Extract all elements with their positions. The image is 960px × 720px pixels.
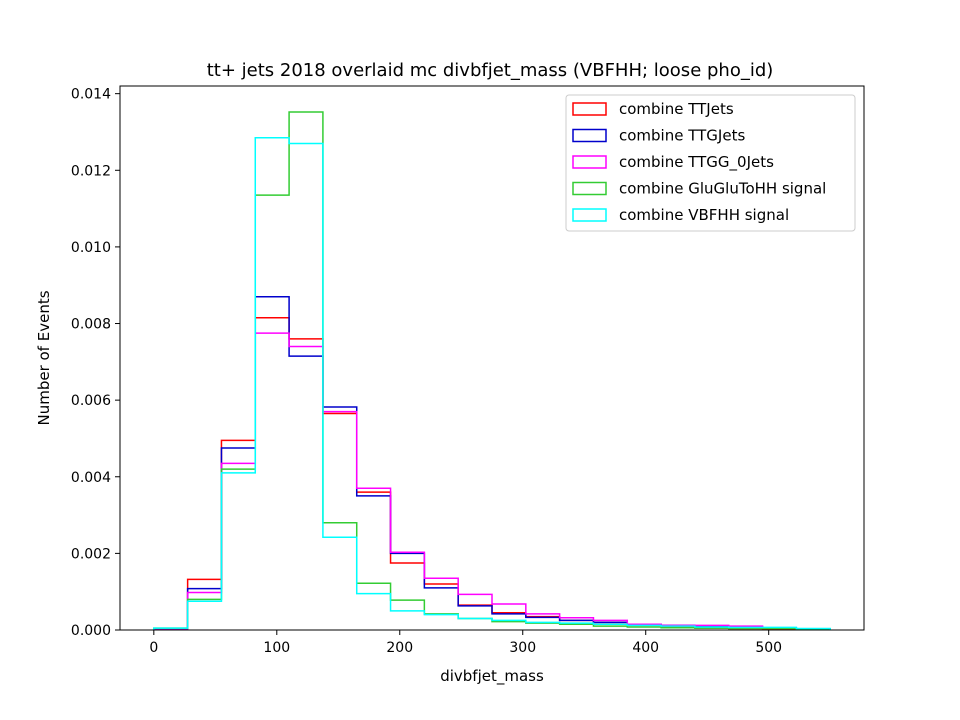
legend-box [565, 94, 856, 232]
y-tick-label-3: 0.006 [71, 393, 111, 409]
x-tick-label-5: 500 [755, 640, 782, 656]
y-tick-label-0: 0.000 [71, 623, 111, 639]
y-axis: 0.000 0.002 0.004 0.006 0.008 0.010 0.012 0.014 [71, 87, 120, 639]
legend-label-4: combine VBFHH signal [619, 206, 789, 224]
y-tick-label-4: 0.008 [71, 317, 111, 333]
y-tick-label-2: 0.004 [71, 470, 111, 486]
legend-swatch-2 [572, 155, 607, 169]
x-tick-label-1: 100 [263, 640, 290, 656]
legend-label-0: combine TTJets [619, 100, 734, 118]
legend-entries: combine TTJets combine TTGJets combine TTG… [572, 100, 826, 224]
legend-swatch-3 [572, 181, 607, 196]
x-axis: 0 100 200 300 400 500 [149, 630, 782, 656]
y-tick-label-7: 0.014 [71, 87, 111, 103]
plot-series [153, 111, 831, 630]
legend-swatch-4 [572, 208, 607, 222]
legend-label-3: combine GluGluToHH signal [619, 180, 826, 198]
legend-label-1: combine TTGJets [619, 127, 745, 145]
legend-swatch-1 [572, 128, 607, 143]
series-line-4 [153, 136, 831, 630]
y-tick-label-5: 0.010 [71, 240, 111, 256]
x-axis-label: divbfjet_mass [440, 667, 544, 686]
x-tick-label-3: 300 [509, 640, 536, 656]
legend-swatch-0 [572, 102, 607, 116]
x-tick-label-0: 0 [149, 640, 158, 656]
legend-label-2: combine TTGG_0Jets [619, 153, 774, 172]
y-axis-label: Number of Events [35, 290, 53, 425]
x-tick-label-4: 400 [632, 640, 659, 656]
y-tick-label-6: 0.012 [71, 163, 111, 179]
legend: combine TTJets combine TTGJets combine TTG… [565, 94, 856, 232]
plot-frame [119, 85, 865, 631]
y-tick-label-1: 0.002 [71, 546, 111, 562]
x-tick-label-2: 200 [386, 640, 413, 656]
chart-title: tt+ jets 2018 overlaid mc divbfjet_mass … [207, 60, 774, 81]
